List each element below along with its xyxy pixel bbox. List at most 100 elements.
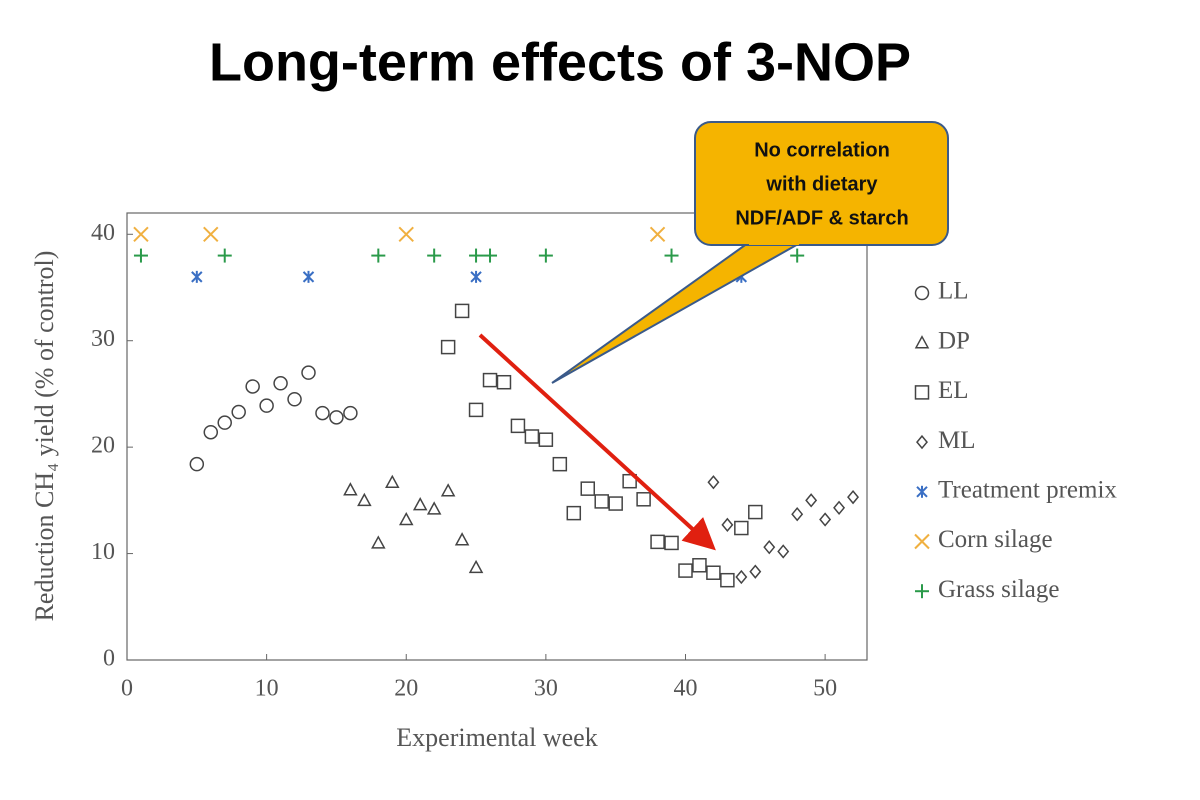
- data-point: [636, 492, 651, 507]
- legend-label: DP: [938, 327, 970, 354]
- data-point: [580, 481, 596, 496]
- data-point: [273, 376, 288, 391]
- x-axis-label: Experimental week: [396, 723, 597, 752]
- data-point: [650, 534, 665, 550]
- data-point: [385, 474, 400, 489]
- legend-label: Corn silage: [938, 526, 1053, 553]
- data-point: [470, 270, 482, 283]
- legend-marker: [914, 285, 930, 301]
- data-point: [454, 532, 470, 546]
- data-point: [302, 270, 315, 283]
- data-point: [777, 544, 790, 559]
- x-tick-label: 30: [534, 676, 558, 702]
- x-tick-label: 50: [813, 676, 837, 702]
- data-point: [245, 379, 260, 394]
- callout-pointer: [551, 242, 804, 384]
- y-tick-label: 20: [91, 433, 115, 459]
- y-tick-label: 30: [91, 326, 115, 352]
- data-point: [203, 226, 219, 242]
- x-tick-label: 10: [255, 676, 279, 702]
- y-axis-label: Reduction CH₄ yield (% of control): [30, 251, 59, 622]
- data-point-stroke: [398, 226, 414, 242]
- data-point: [496, 374, 512, 390]
- legend-marker: [914, 335, 930, 349]
- data-point: [231, 404, 246, 420]
- data-point: [664, 535, 679, 551]
- data-point: [664, 248, 679, 263]
- data-point: [538, 432, 554, 447]
- data-point: [454, 303, 470, 319]
- chart-title: Long-term effects of 3-NOP: [209, 32, 911, 92]
- data-point: [468, 402, 484, 418]
- callout-text: with dietary: [765, 173, 878, 195]
- data-point: [566, 505, 582, 521]
- data-point: [371, 248, 386, 263]
- legend: LL DP EL ML Treatment premix Corn silage Grass…: [914, 278, 1117, 603]
- data-point: [440, 339, 456, 355]
- data-point: [734, 520, 749, 536]
- data-point: [133, 248, 148, 263]
- data-point: [412, 497, 428, 511]
- legend-marker: [916, 434, 928, 450]
- legend-marker: [914, 533, 930, 550]
- data-point: [833, 500, 846, 515]
- data-point: [469, 248, 484, 263]
- data-point: [203, 424, 219, 440]
- data-point: [790, 248, 805, 263]
- data-point: [735, 569, 748, 585]
- data-point: [301, 365, 316, 380]
- data-point: [720, 572, 735, 588]
- data-point: [847, 489, 860, 505]
- data-point: [594, 494, 609, 509]
- legend-label: EL: [938, 377, 969, 404]
- legend-label: LL: [938, 278, 969, 305]
- data-point: [427, 248, 442, 263]
- data-point: [343, 405, 358, 421]
- data-point: [791, 507, 804, 522]
- callout-text: NDF/ADF & starch: [735, 207, 908, 229]
- y-tick-label: 0: [103, 646, 115, 672]
- data-point: [552, 456, 568, 472]
- data-point: [749, 564, 762, 579]
- trend-arrow: [478, 333, 716, 551]
- data-point: [510, 418, 526, 434]
- data-point: [649, 226, 666, 242]
- data-point: [217, 415, 232, 430]
- legend-marker: [915, 584, 929, 599]
- data-point: [287, 392, 302, 407]
- data-point: [398, 226, 414, 242]
- data-point: [819, 512, 832, 527]
- data-point: [692, 558, 707, 573]
- data-point: [259, 398, 274, 413]
- plot-area: 0 10 20 30 40 50 0 10 20 30 40: [91, 220, 860, 702]
- data-point: [398, 511, 414, 526]
- data-point: [329, 410, 344, 425]
- data-point: [440, 483, 456, 497]
- data-point: [538, 248, 553, 263]
- data-point: [707, 475, 720, 490]
- data-point: [524, 429, 540, 444]
- x-tick-label: 40: [673, 676, 697, 702]
- data-point: [805, 493, 818, 508]
- data-point: [748, 504, 763, 520]
- x-tick-label: 20: [394, 676, 418, 702]
- y-tick-label: 40: [91, 220, 115, 246]
- data-point: [191, 270, 203, 283]
- data-point: [678, 563, 693, 578]
- data-point: [371, 535, 386, 549]
- data-point: [706, 565, 721, 580]
- annotation-layer: No correlation with dietary NDF/ADF & st…: [478, 121, 949, 551]
- data-point-stroke: [203, 226, 219, 242]
- data-point-stroke: [649, 226, 666, 242]
- x-tick-label: 0: [121, 676, 133, 702]
- legend-marker-stroke: [914, 533, 930, 550]
- legend-label: ML: [938, 427, 976, 454]
- data-point: [189, 456, 205, 472]
- data-point: [468, 559, 484, 574]
- plot-frame: [126, 212, 868, 661]
- callout-text: No correlation: [754, 139, 890, 161]
- data-point: [426, 501, 442, 515]
- data-point: [217, 248, 232, 263]
- y-tick-label: 10: [91, 539, 115, 565]
